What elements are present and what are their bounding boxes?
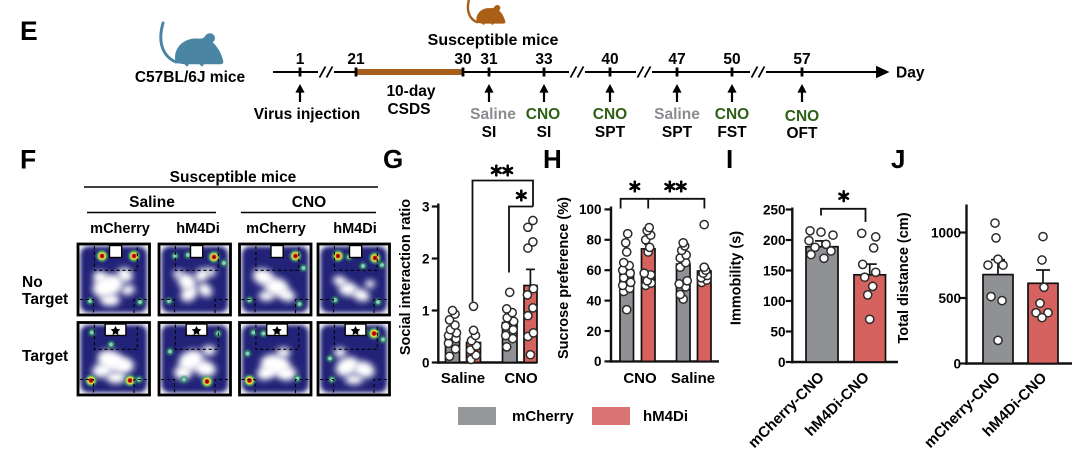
svg-text:J: J bbox=[891, 144, 905, 174]
svg-text:60: 60 bbox=[586, 263, 601, 278]
svg-text:31: 31 bbox=[480, 51, 498, 68]
svg-text:mCherry: mCherry bbox=[90, 221, 150, 237]
svg-text:50: 50 bbox=[723, 51, 740, 68]
svg-text:CNO: CNO bbox=[504, 370, 538, 387]
svg-text:500: 500 bbox=[938, 291, 961, 306]
svg-text:F: F bbox=[20, 145, 36, 175]
svg-text:CNO: CNO bbox=[593, 106, 627, 123]
svg-text:mCherry: mCherry bbox=[512, 408, 574, 425]
svg-text:0: 0 bbox=[953, 356, 961, 371]
svg-text:Saline: Saline bbox=[654, 106, 700, 123]
svg-text:80: 80 bbox=[586, 233, 601, 248]
svg-text:FST: FST bbox=[717, 124, 747, 141]
svg-text:0: 0 bbox=[594, 354, 602, 369]
svg-text:Virus injection: Virus injection bbox=[254, 106, 361, 123]
svg-text:Day: Day bbox=[896, 65, 925, 82]
svg-text:I: I bbox=[726, 144, 733, 174]
svg-text:hM4Di: hM4Di bbox=[333, 221, 377, 237]
svg-text:200: 200 bbox=[763, 233, 786, 248]
svg-text:Saline: Saline bbox=[129, 194, 175, 211]
svg-text:30: 30 bbox=[454, 51, 471, 68]
svg-text:C57BL/6J mice: C57BL/6J mice bbox=[135, 69, 246, 86]
svg-text:CNO: CNO bbox=[526, 106, 560, 123]
svg-text:Target: Target bbox=[22, 291, 68, 308]
svg-text:OFT: OFT bbox=[787, 125, 819, 142]
svg-text:40: 40 bbox=[601, 51, 618, 68]
svg-text:40: 40 bbox=[586, 293, 601, 308]
svg-text:33: 33 bbox=[535, 51, 553, 68]
svg-text:SI: SI bbox=[537, 124, 552, 141]
svg-text:Saline: Saline bbox=[470, 106, 516, 123]
svg-text:1: 1 bbox=[296, 51, 305, 68]
svg-text:3: 3 bbox=[422, 199, 430, 214]
svg-text:SI: SI bbox=[482, 124, 497, 141]
svg-text:Saline: Saline bbox=[671, 370, 715, 387]
svg-text:mCherry-CNO: mCherry-CNO bbox=[745, 369, 828, 452]
svg-text:Sucrose preference (%): Sucrose preference (%) bbox=[556, 197, 572, 359]
svg-text:1: 1 bbox=[422, 303, 430, 318]
svg-text:Target: Target bbox=[22, 348, 68, 365]
svg-text:250: 250 bbox=[763, 202, 786, 217]
svg-text:150: 150 bbox=[763, 263, 786, 278]
svg-text:E: E bbox=[20, 16, 38, 46]
svg-text:47: 47 bbox=[668, 51, 685, 68]
svg-text:CSDS: CSDS bbox=[387, 101, 430, 118]
svg-text:hM4Di: hM4Di bbox=[176, 221, 220, 237]
svg-text:57: 57 bbox=[793, 51, 810, 68]
svg-text:Saline: Saline bbox=[441, 370, 485, 387]
svg-text:2: 2 bbox=[422, 251, 430, 266]
svg-text:No: No bbox=[22, 274, 43, 291]
svg-text:Total distance (cm): Total distance (cm) bbox=[896, 212, 912, 343]
svg-text:0: 0 bbox=[778, 355, 786, 370]
svg-text:20: 20 bbox=[586, 324, 601, 339]
svg-text:Social interaction ratio: Social interaction ratio bbox=[398, 199, 414, 355]
svg-text:CNO: CNO bbox=[715, 106, 749, 123]
svg-text:CNO: CNO bbox=[785, 108, 819, 125]
svg-text:SPT: SPT bbox=[662, 124, 693, 141]
svg-text:hM4Di: hM4Di bbox=[643, 408, 688, 425]
svg-text:10-day: 10-day bbox=[386, 83, 435, 100]
svg-text:1000: 1000 bbox=[931, 225, 961, 240]
svg-text:G: G bbox=[383, 144, 403, 174]
svg-text:50: 50 bbox=[770, 324, 785, 339]
svg-text:CNO: CNO bbox=[292, 194, 326, 211]
svg-text:Immobility (s): Immobility (s) bbox=[729, 231, 745, 325]
svg-text:Susceptible mice: Susceptible mice bbox=[170, 169, 297, 186]
svg-text:0: 0 bbox=[422, 355, 430, 370]
svg-text:H: H bbox=[543, 144, 562, 174]
svg-text:100: 100 bbox=[579, 202, 602, 217]
svg-text:CNO: CNO bbox=[623, 370, 657, 387]
svg-text:21: 21 bbox=[347, 51, 365, 68]
svg-text:SPT: SPT bbox=[595, 124, 626, 141]
svg-text:100: 100 bbox=[763, 294, 786, 309]
svg-text:mCherry: mCherry bbox=[246, 221, 306, 237]
svg-text:Susceptible mice: Susceptible mice bbox=[428, 32, 559, 49]
